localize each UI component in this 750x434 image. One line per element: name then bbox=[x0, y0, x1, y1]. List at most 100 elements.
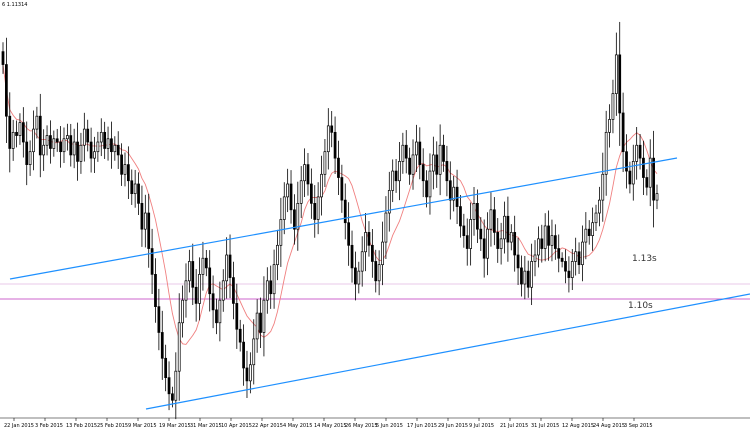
candle bbox=[120, 143, 123, 186]
candle-body-up bbox=[174, 370, 178, 401]
candle-body-down bbox=[462, 225, 466, 236]
candle-body-up bbox=[611, 93, 615, 120]
candle-body-up bbox=[72, 141, 76, 156]
candle bbox=[608, 104, 611, 148]
candle bbox=[55, 128, 59, 152]
candle bbox=[154, 258, 157, 323]
candle bbox=[374, 249, 378, 293]
candle bbox=[89, 127, 93, 173]
candle bbox=[333, 116, 337, 174]
candle-body-down bbox=[157, 306, 161, 333]
candle bbox=[265, 267, 269, 314]
x-tick-label: 9 Jul 2015 bbox=[469, 423, 494, 429]
candle bbox=[35, 106, 39, 139]
candle bbox=[137, 172, 140, 215]
candle-body-down bbox=[1, 51, 5, 65]
x-tick-label: 5 Jun 2015 bbox=[376, 423, 403, 429]
candle bbox=[306, 152, 310, 196]
candle-body-down bbox=[354, 267, 357, 285]
candle bbox=[303, 148, 306, 198]
candle bbox=[486, 212, 489, 276]
candle-body-up bbox=[381, 241, 384, 266]
candle bbox=[49, 120, 52, 164]
candle bbox=[289, 170, 293, 224]
candle bbox=[262, 276, 266, 357]
candle-body-up bbox=[299, 180, 303, 204]
candle bbox=[38, 93, 42, 178]
candle bbox=[86, 119, 90, 152]
candle-body-down bbox=[547, 225, 550, 246]
candle-body-up bbox=[415, 141, 418, 156]
candle bbox=[404, 130, 408, 174]
candle bbox=[553, 224, 557, 260]
candle-body-up bbox=[113, 144, 117, 153]
candle bbox=[391, 159, 395, 203]
x-tick-label: 29 Jun 2015 bbox=[438, 423, 468, 429]
x-tick-label: 12 Aug 2015 bbox=[562, 423, 594, 429]
candle-body-down bbox=[116, 144, 120, 156]
candle-body-up bbox=[143, 212, 147, 230]
candle bbox=[516, 237, 520, 286]
candle bbox=[621, 92, 625, 173]
candle bbox=[106, 126, 110, 161]
candle bbox=[242, 324, 245, 386]
candle-body-down bbox=[350, 244, 354, 269]
candle-body-down bbox=[370, 244, 374, 262]
candle bbox=[42, 129, 46, 171]
x-tick-label: 14 May 2015 bbox=[314, 423, 347, 429]
x-tick-label: 13 Feb 2015 bbox=[66, 423, 97, 429]
candle-body-down bbox=[245, 367, 249, 382]
candle-body-up bbox=[82, 128, 86, 146]
candle bbox=[652, 130, 655, 228]
candle-body-down bbox=[459, 206, 462, 227]
candle-body-up bbox=[452, 186, 456, 201]
candle bbox=[408, 147, 412, 185]
candle bbox=[66, 123, 69, 151]
candle bbox=[604, 110, 608, 196]
candle-body-down bbox=[15, 131, 18, 136]
candle bbox=[564, 249, 567, 284]
candle-body-down bbox=[587, 228, 591, 236]
candle bbox=[269, 265, 273, 309]
candle-body-up bbox=[377, 264, 381, 282]
candle bbox=[123, 152, 127, 187]
candle-body-down bbox=[418, 141, 422, 165]
candle bbox=[492, 197, 496, 246]
candle bbox=[537, 226, 540, 268]
candle bbox=[364, 213, 367, 272]
candle-body-up bbox=[133, 183, 137, 195]
candle-body-down bbox=[394, 170, 398, 182]
candle bbox=[381, 221, 384, 286]
candle-body-down bbox=[160, 332, 164, 359]
candle bbox=[225, 237, 229, 299]
candle bbox=[601, 152, 605, 222]
candle bbox=[584, 212, 588, 260]
candle bbox=[252, 319, 256, 385]
candle bbox=[557, 234, 561, 273]
candle-body-down bbox=[103, 131, 107, 149]
candle bbox=[435, 141, 439, 188]
candle bbox=[164, 344, 168, 392]
candle-body-down bbox=[408, 157, 412, 175]
upper-level-label: 1.13s bbox=[632, 254, 657, 264]
moving-average-line bbox=[2, 64, 658, 345]
candle-body-up bbox=[221, 280, 225, 301]
candle-body-up bbox=[438, 144, 442, 175]
candle bbox=[570, 249, 574, 291]
candle bbox=[625, 134, 628, 189]
candle bbox=[526, 260, 530, 298]
candle-body-up bbox=[543, 225, 547, 249]
candle-body-down bbox=[645, 177, 649, 188]
candle-body-down bbox=[347, 222, 351, 246]
candle-body-up bbox=[574, 251, 578, 262]
candle bbox=[581, 225, 584, 282]
candle bbox=[32, 110, 35, 171]
candle-body-up bbox=[316, 196, 320, 220]
candle bbox=[577, 242, 581, 275]
candle-body-up bbox=[635, 144, 639, 162]
candle bbox=[421, 148, 425, 198]
candle-body-down bbox=[259, 312, 262, 333]
candle bbox=[45, 125, 49, 156]
candle bbox=[82, 112, 86, 162]
candle bbox=[323, 138, 327, 188]
